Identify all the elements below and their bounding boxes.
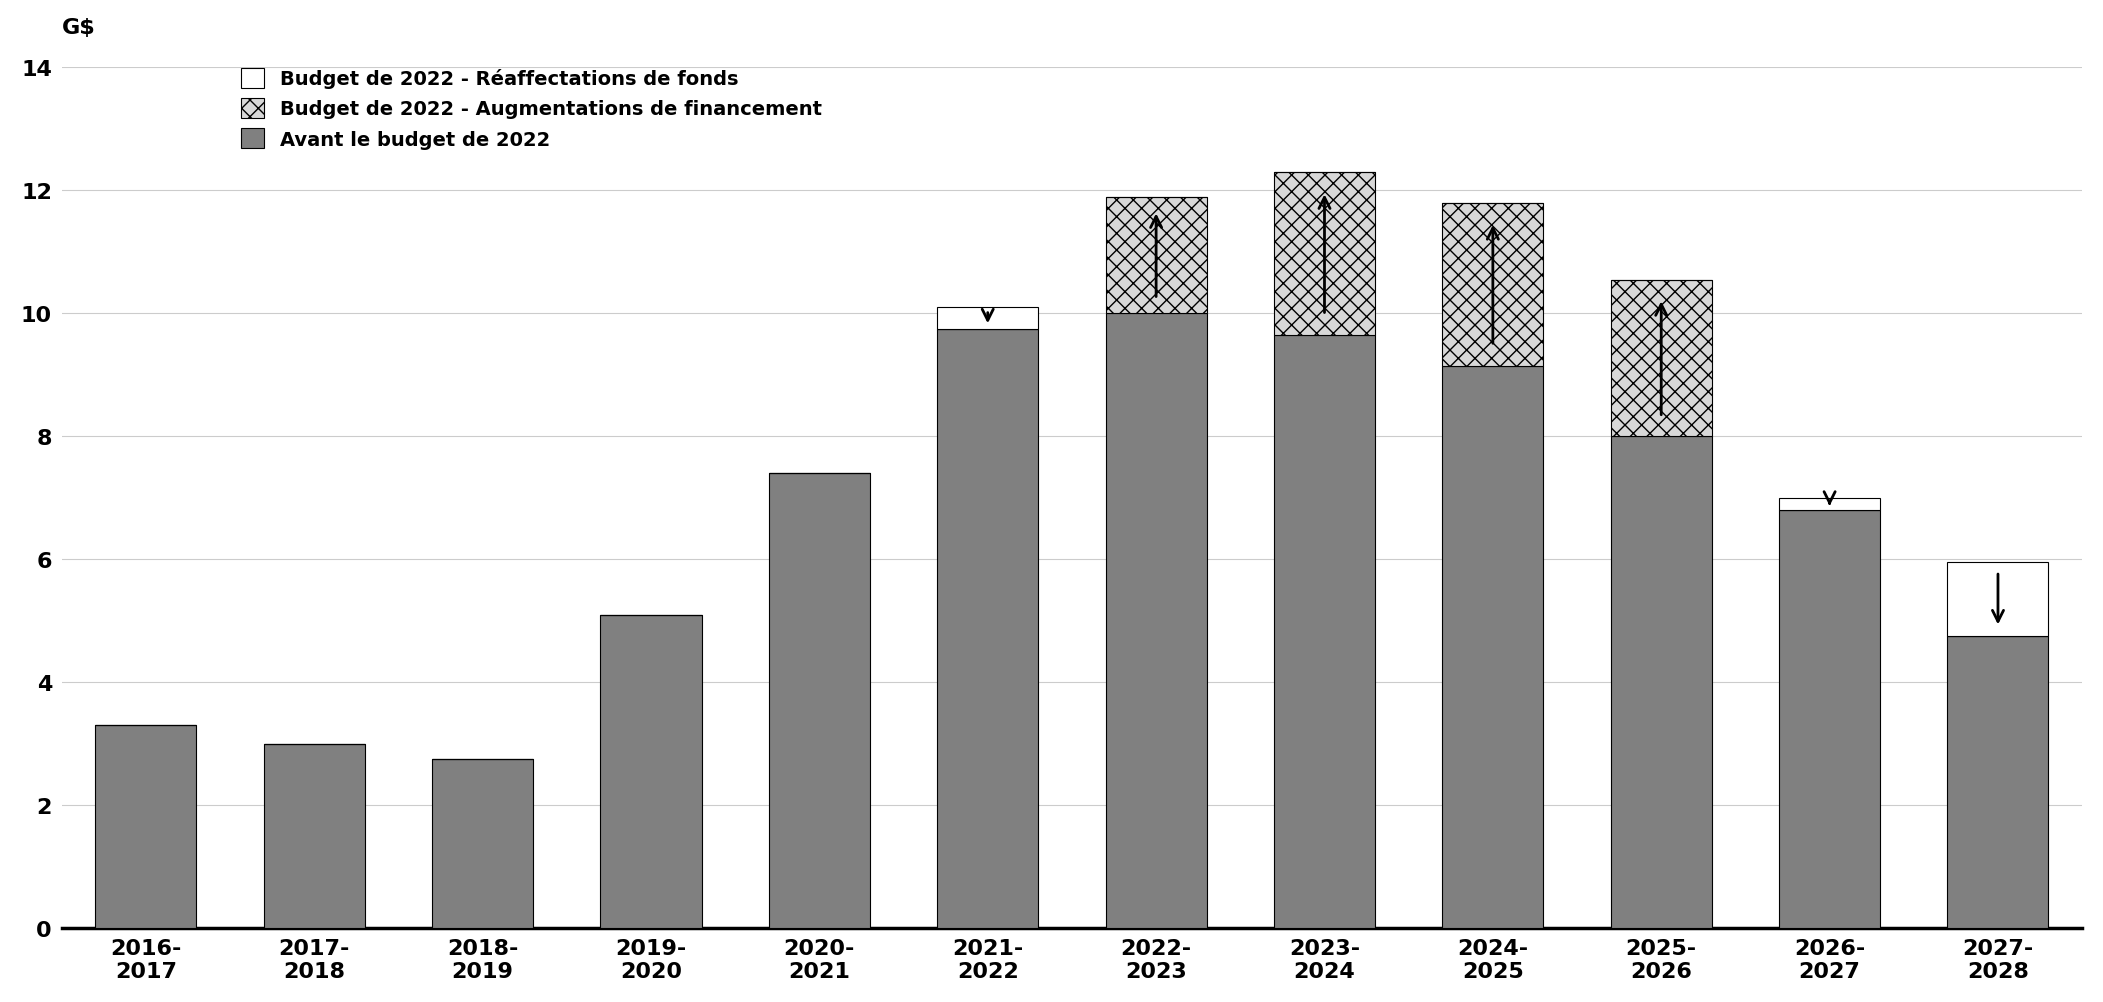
- Bar: [1779, 511, 1880, 928]
- Bar: [1947, 636, 2048, 928]
- Bar: [938, 308, 1039, 330]
- Bar: [601, 615, 702, 928]
- Bar: [770, 474, 871, 928]
- Bar: [95, 725, 196, 928]
- Bar: [1443, 367, 1544, 928]
- Bar: [431, 760, 534, 928]
- Text: G$: G$: [61, 18, 95, 38]
- Bar: [1443, 203, 1544, 367]
- Bar: [1611, 281, 1712, 437]
- Bar: [1274, 172, 1375, 336]
- Bar: [1779, 498, 1880, 511]
- Bar: [1106, 197, 1207, 314]
- Bar: [263, 744, 364, 928]
- Legend: Budget de 2022 - Réaffectations de fonds, Budget de 2022 - Augmentations de fina: Budget de 2022 - Réaffectations de fonds…: [233, 61, 829, 157]
- Bar: [1106, 314, 1207, 928]
- Bar: [1947, 563, 2048, 636]
- Bar: [938, 330, 1039, 928]
- Bar: [1611, 437, 1712, 928]
- Bar: [1274, 336, 1375, 928]
